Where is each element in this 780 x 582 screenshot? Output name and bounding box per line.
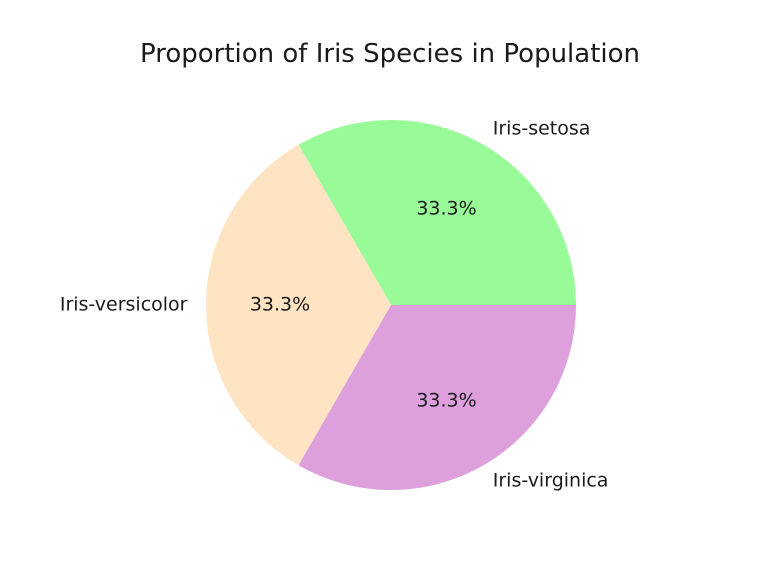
pie-slice-iris-virginica bbox=[298, 305, 576, 490]
slice-percent-iris-virginica: 33.3% bbox=[416, 390, 476, 412]
pie-slice-iris-versicolor bbox=[206, 144, 391, 466]
slice-label-iris-versicolor: Iris-versicolor bbox=[60, 294, 188, 316]
slice-percent-iris-versicolor: 33.3% bbox=[250, 294, 310, 316]
slice-percent-iris-setosa: 33.3% bbox=[416, 197, 476, 219]
chart-title: Proportion of Iris Species in Population bbox=[140, 39, 640, 69]
pie-slices bbox=[206, 119, 576, 490]
slice-label-iris-setosa: Iris-setosa bbox=[493, 117, 591, 139]
slice-label-iris-virginica: Iris-virginica bbox=[493, 470, 609, 492]
pie-slice-iris-setosa bbox=[298, 119, 576, 305]
pie-labels: Iris-setosa 33.3% Iris-versicolor 33.3% Iris… bbox=[60, 117, 609, 491]
